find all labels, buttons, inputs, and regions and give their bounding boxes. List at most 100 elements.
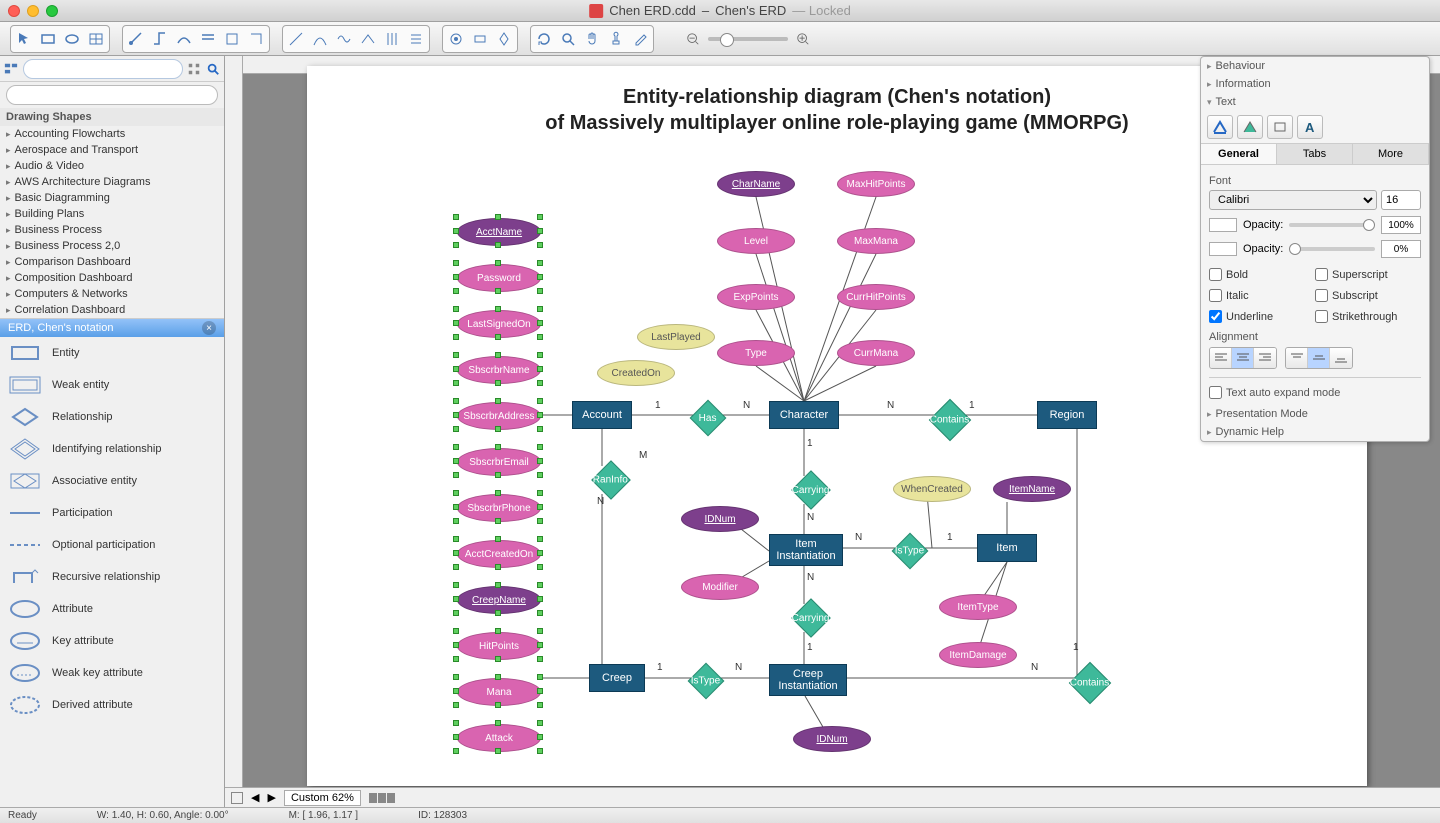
- selection-handle[interactable]: [537, 352, 543, 358]
- fill-swatch[interactable]: [1209, 218, 1237, 232]
- shape-item[interactable]: Participation: [0, 497, 224, 529]
- selection-handle[interactable]: [495, 352, 501, 358]
- rect-tool[interactable]: [37, 28, 59, 50]
- attr[interactable]: CurrMana: [837, 340, 915, 366]
- selection-handle[interactable]: [453, 398, 459, 404]
- line-tool-6[interactable]: [405, 28, 427, 50]
- selection-handle[interactable]: [453, 458, 459, 464]
- selection-handle[interactable]: [537, 366, 543, 372]
- selection-handle[interactable]: [495, 536, 501, 542]
- conn-tool-1[interactable]: [125, 28, 147, 50]
- selection-handle[interactable]: [495, 518, 501, 524]
- attr[interactable]: IDNum: [793, 726, 871, 752]
- selection-handle[interactable]: [495, 398, 501, 404]
- page-prev-icon[interactable]: ◀: [251, 791, 259, 804]
- selection-handle[interactable]: [537, 320, 543, 326]
- selection-handle[interactable]: [537, 610, 543, 616]
- shape-item[interactable]: Weak entity: [0, 369, 224, 401]
- entity-item[interactable]: Item: [977, 534, 1037, 562]
- selection-handle[interactable]: [495, 426, 501, 432]
- shape-item[interactable]: Optional participation: [0, 529, 224, 561]
- section-presentation[interactable]: Presentation Mode: [1201, 405, 1429, 423]
- selection-handle[interactable]: [537, 536, 543, 542]
- selection-handle[interactable]: [453, 582, 459, 588]
- entity-region[interactable]: Region: [1037, 401, 1097, 429]
- shape-item[interactable]: Relationship: [0, 401, 224, 433]
- minimize-button[interactable]: [27, 5, 39, 17]
- rel-raninfo[interactable]: RanInfo: [591, 460, 631, 500]
- section-text[interactable]: Text: [1201, 93, 1429, 111]
- library-tree-icon[interactable]: [4, 59, 19, 79]
- line-swatch[interactable]: [1209, 242, 1237, 256]
- selection-handle[interactable]: [453, 380, 459, 386]
- selection-handle[interactable]: [453, 656, 459, 662]
- selection-handle[interactable]: [453, 490, 459, 496]
- selection-handle[interactable]: [453, 306, 459, 312]
- attr[interactable]: Modifier: [681, 574, 759, 600]
- entity-iteminst[interactable]: Item Instantiation: [769, 534, 843, 566]
- selection-handle[interactable]: [537, 214, 543, 220]
- misc-tool-2[interactable]: [469, 28, 491, 50]
- table-tool[interactable]: [85, 28, 107, 50]
- selection-handle[interactable]: [537, 412, 543, 418]
- attr[interactable]: CurrHitPoints: [837, 284, 915, 310]
- selection-handle[interactable]: [537, 490, 543, 496]
- attr[interactable]: LastPlayed: [637, 324, 715, 350]
- selection-handle[interactable]: [537, 242, 543, 248]
- valign-top[interactable]: [1286, 348, 1308, 368]
- library-item[interactable]: Comparison Dashboard: [0, 254, 224, 270]
- selection-handle[interactable]: [537, 688, 543, 694]
- selection-handle[interactable]: [453, 748, 459, 754]
- line-tool-2[interactable]: [309, 28, 331, 50]
- selection-handle[interactable]: [537, 398, 543, 404]
- attr[interactable]: IDNum: [681, 506, 759, 532]
- line-opacity-slider[interactable]: [1289, 247, 1375, 251]
- section-information[interactable]: Information: [1201, 75, 1429, 93]
- line-tool-5[interactable]: [381, 28, 403, 50]
- misc-tool-1[interactable]: [445, 28, 467, 50]
- selection-handle[interactable]: [453, 536, 459, 542]
- selection-handle[interactable]: [495, 610, 501, 616]
- shape-item[interactable]: Weak key attribute: [0, 657, 224, 689]
- line-tool-1[interactable]: [285, 28, 307, 50]
- zoom-in-icon[interactable]: [796, 32, 810, 46]
- selection-handle[interactable]: [537, 642, 543, 648]
- selection-handle[interactable]: [453, 320, 459, 326]
- attr[interactable]: MaxHitPoints: [837, 171, 915, 197]
- conn-tool-3[interactable]: [173, 28, 195, 50]
- selection-handle[interactable]: [537, 228, 543, 234]
- selection-handle[interactable]: [495, 490, 501, 496]
- selection-handle[interactable]: [495, 214, 501, 220]
- selection-handle[interactable]: [537, 504, 543, 510]
- rel-contains2[interactable]: Contains: [1069, 662, 1111, 704]
- text-underline-tool[interactable]: [1207, 115, 1233, 139]
- entity-creep[interactable]: Creep: [589, 664, 645, 692]
- section-behaviour[interactable]: Behaviour: [1201, 57, 1429, 75]
- selection-handle[interactable]: [495, 288, 501, 294]
- selection-handle[interactable]: [453, 274, 459, 280]
- selection-handle[interactable]: [495, 306, 501, 312]
- selection-handle[interactable]: [453, 688, 459, 694]
- entity-account[interactable]: Account: [572, 401, 632, 429]
- text-fill-tool[interactable]: [1237, 115, 1263, 139]
- line-tool-3[interactable]: [333, 28, 355, 50]
- selection-handle[interactable]: [537, 380, 543, 386]
- library-item[interactable]: Business Process: [0, 222, 224, 238]
- check-subscript[interactable]: Subscript: [1315, 289, 1405, 302]
- selection-handle[interactable]: [537, 656, 543, 662]
- library-item[interactable]: Correlation Dashboard: [0, 302, 224, 318]
- auto-expand-check[interactable]: Text auto expand mode: [1209, 386, 1421, 399]
- selection-handle[interactable]: [495, 582, 501, 588]
- selection-handle[interactable]: [453, 334, 459, 340]
- attr[interactable]: ItemName: [993, 476, 1071, 502]
- rel-istype1[interactable]: IsType: [892, 533, 929, 570]
- shape-item[interactable]: Recursive relationship: [0, 561, 224, 593]
- selection-handle[interactable]: [537, 734, 543, 740]
- selection-handle[interactable]: [537, 518, 543, 524]
- selection-handle[interactable]: [453, 628, 459, 634]
- attr[interactable]: Level: [717, 228, 795, 254]
- ellipse-tool[interactable]: [61, 28, 83, 50]
- selection-handle[interactable]: [453, 352, 459, 358]
- zoom-out-icon[interactable]: [686, 32, 700, 46]
- fill-opacity-slider[interactable]: [1289, 223, 1375, 227]
